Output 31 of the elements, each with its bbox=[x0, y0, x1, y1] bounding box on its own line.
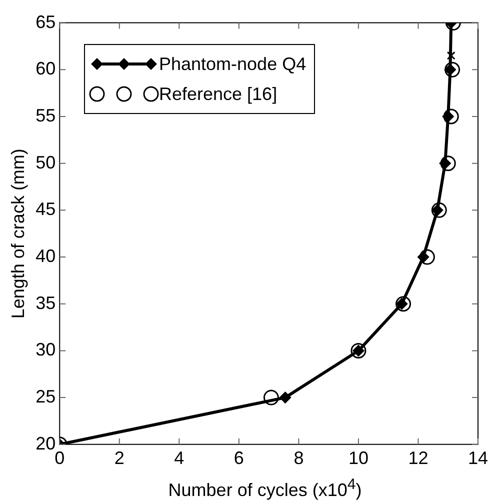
x-tick-label: 12 bbox=[408, 448, 428, 468]
y-tick-label: 50 bbox=[36, 152, 56, 172]
point bbox=[446, 51, 456, 60]
point bbox=[440, 156, 456, 172]
x-tick-label: 10 bbox=[348, 448, 368, 468]
point bbox=[396, 296, 412, 312]
point bbox=[419, 249, 435, 265]
point bbox=[431, 202, 447, 218]
y-tick-label: 55 bbox=[36, 105, 56, 126]
y-axis-title: Length of crack (mm) bbox=[8, 148, 28, 319]
point bbox=[279, 392, 291, 404]
y-tick-label: 65 bbox=[36, 12, 56, 32]
point bbox=[443, 108, 459, 124]
point bbox=[444, 62, 460, 78]
y-tick-label: 30 bbox=[36, 340, 56, 360]
y-tick-label: 45 bbox=[36, 199, 56, 220]
x-tick-label: 6 bbox=[234, 448, 244, 468]
y-tick-label: 40 bbox=[36, 246, 56, 266]
point bbox=[263, 390, 279, 406]
y-tick-label: 60 bbox=[36, 58, 56, 79]
x-tick-label: 0 bbox=[54, 448, 65, 468]
legend-label: Reference [16] bbox=[159, 84, 278, 104]
y-tick-label: 25 bbox=[36, 386, 56, 407]
x-tick-label: 8 bbox=[294, 448, 304, 468]
x-tick-label: 2 bbox=[114, 448, 124, 468]
legend-label: Phantom-node Q4 bbox=[159, 54, 306, 74]
y-tick-label: 20 bbox=[36, 433, 56, 454]
x-axis-title: Number of cycles (x10$^{4}$) bbox=[167, 475, 363, 501]
y-tick-label: 35 bbox=[36, 292, 56, 313]
x-tick-label: 14 bbox=[468, 448, 488, 468]
x-tick-label: 4 bbox=[174, 448, 184, 468]
